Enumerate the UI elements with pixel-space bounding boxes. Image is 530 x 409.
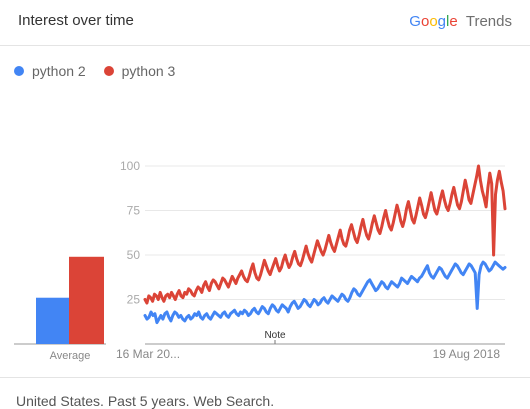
- chart-legend: python 2 python 3: [14, 63, 189, 79]
- google-letter: G: [409, 13, 421, 30]
- y-tick-label: 50: [127, 248, 141, 262]
- average-label: Average: [50, 350, 91, 362]
- x-tick-start: 16 Mar 20...: [116, 347, 180, 361]
- footer-text: United States. Past 5 years. Web Search.: [16, 393, 275, 409]
- legend-label-python-3: python 3: [121, 63, 176, 79]
- google-letter: o: [420, 13, 430, 30]
- average-bar-python-2: [36, 297, 71, 344]
- legend-label-python-2: python 2: [32, 63, 86, 79]
- legend-item-python-2[interactable]: python 2: [14, 63, 86, 79]
- google-wordmark: Google: [409, 13, 462, 30]
- y-tick-label: 25: [127, 293, 141, 307]
- average-bar-python-3: [69, 256, 104, 344]
- card-footer: United States. Past 5 years. Web Search.: [0, 377, 530, 409]
- card-header: Interest over time Google Trends: [0, 0, 530, 46]
- google-letter: g: [437, 13, 446, 30]
- series-line-python-2: [143, 260, 507, 325]
- google-letter: l: [446, 13, 450, 30]
- python-2-swatch: [14, 66, 24, 76]
- trends-wordmark: Trends: [465, 13, 512, 30]
- legend-item-python-3[interactable]: python 3: [103, 63, 176, 79]
- google-letter: o: [429, 13, 438, 30]
- brand-g: Google: [409, 13, 457, 30]
- note-label: Note: [264, 330, 286, 341]
- python-3-swatch: [103, 66, 114, 76]
- series-line-python-3: [143, 164, 507, 305]
- google-letter: e: [449, 13, 458, 30]
- x-tick-end: 19 Aug 2018: [433, 347, 501, 361]
- y-tick-label: 100: [120, 159, 140, 173]
- page-title: Interest over time: [18, 12, 134, 29]
- google-trends-logo: Google Trends: [409, 13, 512, 30]
- y-tick-label: 75: [127, 204, 141, 218]
